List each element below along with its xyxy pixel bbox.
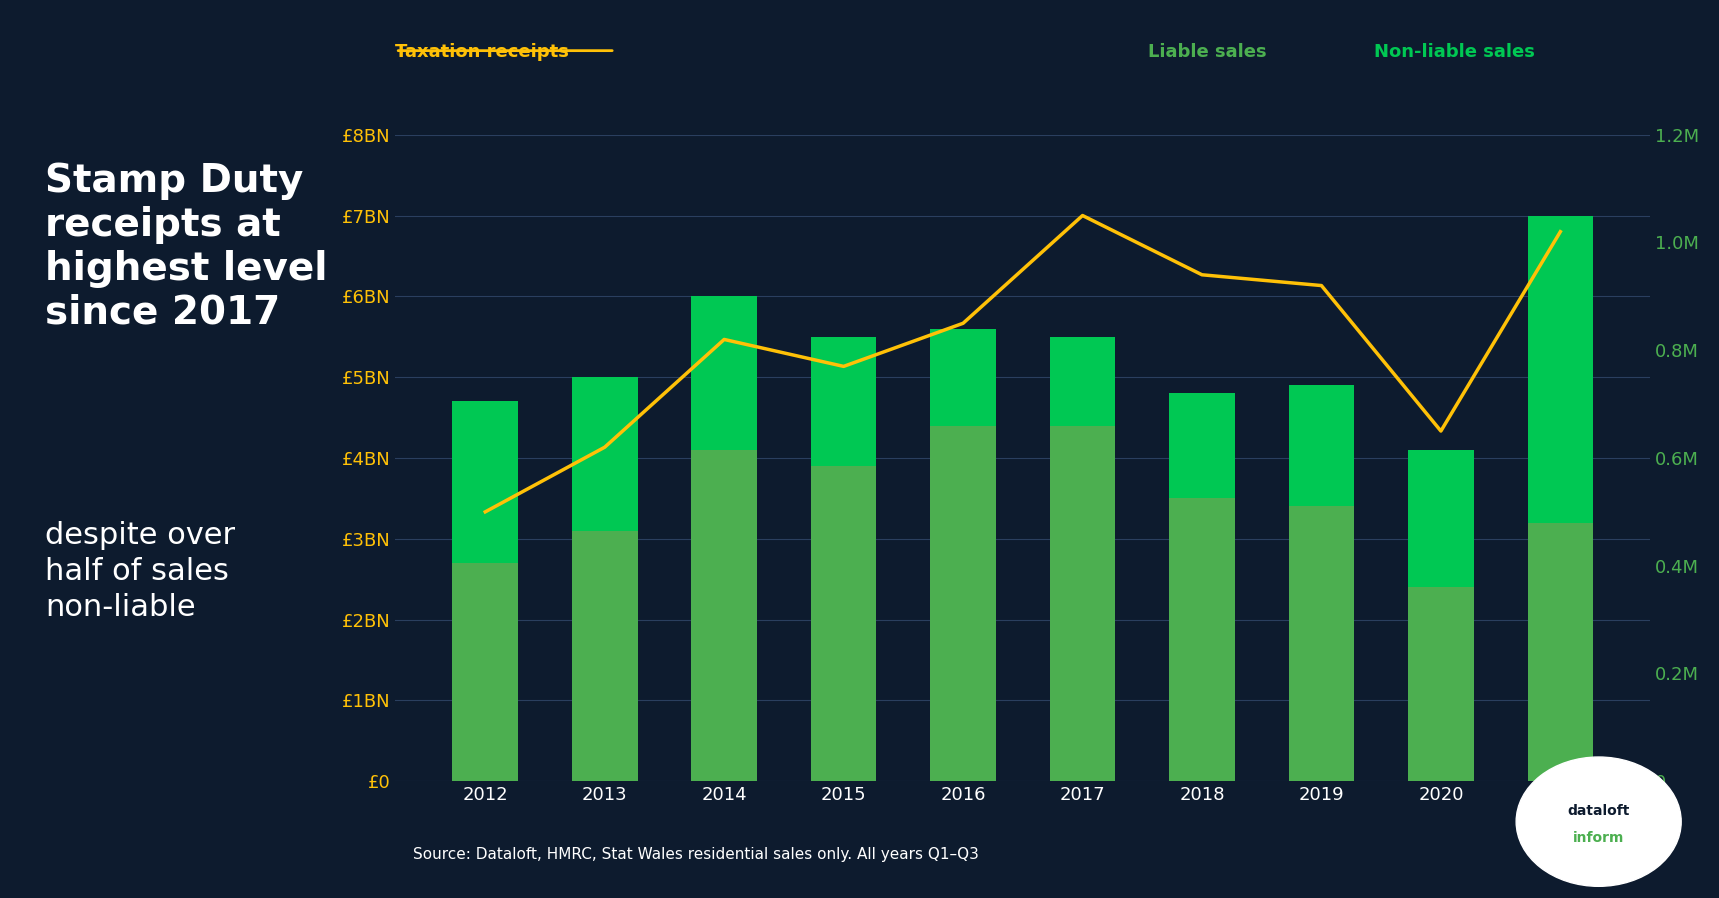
Circle shape — [1516, 757, 1681, 886]
Bar — [452, 401, 517, 563]
Bar — [572, 377, 638, 531]
Text: Liable sales: Liable sales — [1148, 43, 1267, 61]
Text: inform: inform — [1573, 831, 1624, 845]
Bar — [691, 450, 756, 781]
Bar — [930, 426, 995, 781]
Bar — [1289, 385, 1355, 506]
Text: Non-liable sales: Non-liable sales — [1373, 43, 1535, 61]
Bar — [1169, 393, 1234, 498]
Bar — [811, 337, 877, 466]
Bar — [1528, 216, 1594, 523]
Text: Source: Dataloft, HMRC, Stat Wales residential sales only. All years Q1–Q3: Source: Dataloft, HMRC, Stat Wales resid… — [413, 847, 978, 862]
Bar — [930, 329, 995, 426]
Bar — [1289, 506, 1355, 781]
Bar — [1408, 587, 1473, 781]
Bar — [1169, 498, 1234, 781]
Bar — [1408, 450, 1473, 587]
Bar — [572, 531, 638, 781]
Bar — [1050, 426, 1116, 781]
Bar — [811, 466, 877, 781]
Text: Taxation receipts: Taxation receipts — [395, 43, 569, 61]
Bar — [1528, 523, 1594, 781]
Text: dataloft: dataloft — [1568, 804, 1630, 818]
Bar — [452, 563, 517, 781]
Bar — [691, 296, 756, 450]
Bar — [1050, 337, 1116, 426]
Text: despite over
half of sales
non-liable: despite over half of sales non-liable — [45, 521, 236, 621]
Text: Stamp Duty
receipts at
highest level
since 2017: Stamp Duty receipts at highest level sin… — [45, 162, 328, 331]
